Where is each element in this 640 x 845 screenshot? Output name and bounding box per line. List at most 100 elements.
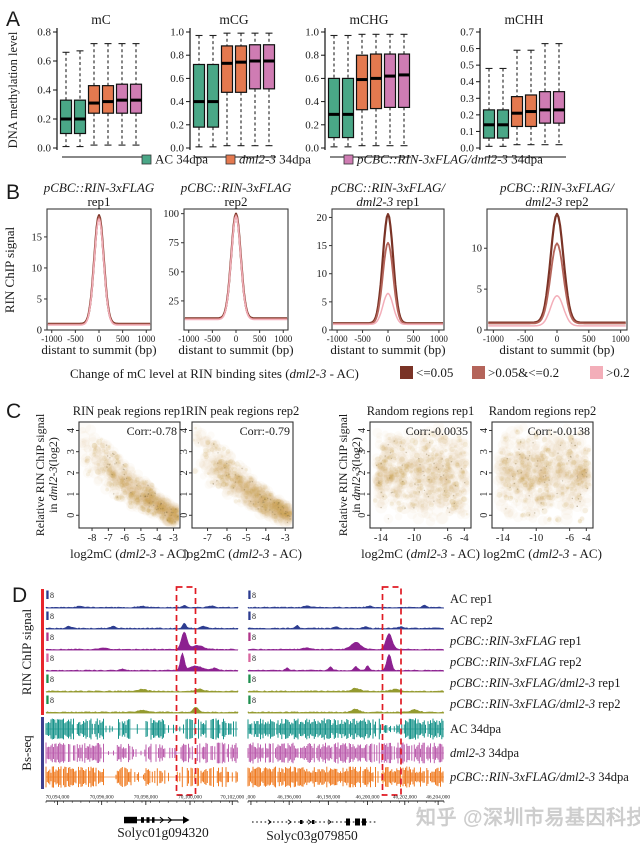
x-tick-label: -6 [443, 533, 452, 544]
x-tick-label: 1000 [137, 334, 156, 344]
median-line [130, 98, 142, 102]
subplot-title: mCHG [349, 12, 388, 27]
y-tick-label: 3 [179, 449, 190, 454]
chip-track-signal [45, 707, 239, 714]
boxplot-mCHG: mCHG 0.0 0.2 0.4 0.6 0.8 1.0 [305, 12, 411, 158]
line-series [488, 242, 626, 325]
subplot-title: Random regions rep2 [489, 404, 597, 418]
gene-exon [362, 818, 366, 826]
y-tick-label: 15 [32, 232, 43, 243]
plot-frame [78, 421, 181, 529]
panel-a-label: A [6, 8, 21, 31]
x-tick-label: 500 [407, 334, 421, 344]
y-tick-label: 0.4 [170, 96, 184, 108]
y-tick-label: 25 [169, 296, 180, 307]
coord-label: 70,096,000 [90, 795, 114, 801]
x-tick-label: 0 [555, 334, 560, 344]
bs-track: AC 34dpa [45, 718, 501, 740]
plot-frame [183, 208, 289, 331]
median-line [263, 59, 275, 63]
track-label: pCBC::RIN-3xFLAG rep1 [449, 634, 582, 648]
corr-label: Corr:-0.78 [127, 424, 177, 438]
chip-track-signal [247, 604, 445, 609]
chip-track: 8 8 pCBC::RIN-3xFLAG/dml2-3 rep2 [45, 695, 620, 714]
track-scale-label: 8 [50, 612, 54, 621]
scatterplot-1: RIN peak regions rep1 Corr:-0.78 0 1 2 3 4 -8 -7… [66, 404, 189, 561]
y-tick-label: 50 [169, 267, 180, 278]
x-tick-label: -1000 [41, 334, 62, 344]
x-axis-title: log2mC (dml2-3 - AC) [361, 546, 480, 561]
y-tick-label: 1.0 [170, 27, 184, 39]
x-tick-label: -500 [517, 334, 534, 344]
y-tick-label: 4 [479, 428, 490, 433]
track-scale-label: 8 [252, 696, 256, 705]
track-scale-label: 8 [50, 654, 54, 663]
chip-group-label: RIN ChIP signal [19, 609, 34, 696]
x-tick-label: 1000 [430, 334, 449, 344]
x-axis-title: distant to summit (bp) [499, 342, 614, 357]
y-tick-label: 0.2 [37, 114, 51, 126]
x-tick-label: -5 [137, 533, 146, 544]
box [101, 85, 115, 114]
y-tick-label: 5 [322, 297, 327, 308]
x-tick-label: -500 [67, 334, 84, 344]
y-axis-title: DNA methylation level [6, 31, 20, 148]
y-tick-label: 100 [163, 209, 179, 220]
y-tick-label: 0.6 [305, 73, 319, 85]
median-line [370, 76, 382, 80]
y-axis-title: Relative RIN ChIP signal [33, 413, 47, 536]
track-label: pCBC::RIN-3xFLAG/dml2-3 34dpa [449, 770, 629, 784]
coord-axis: 70,094,000 70,096,000 70,098,000 70,100,000… [46, 795, 245, 805]
gene-model [252, 818, 376, 826]
y-axis-title: RIN ChIP signal [2, 227, 17, 314]
gene-exon [141, 817, 144, 823]
chip-track: 8 8 pCBC::RIN-3xFLAG/dml2-3 rep1 [45, 674, 620, 693]
box [87, 85, 101, 114]
y-tick-label: 0.0 [460, 143, 474, 155]
y-tick-label: 0.8 [305, 50, 319, 62]
legend-swatch [590, 366, 603, 379]
x-tick-label: -7 [203, 533, 212, 544]
y-tick-label: 0.2 [305, 119, 319, 131]
coord-label: 46,196,000 [277, 795, 301, 801]
line-series [333, 292, 443, 326]
box [510, 96, 524, 128]
y-tick-label: 10 [317, 269, 328, 280]
y-tick-label: 75 [169, 238, 180, 249]
y-axis-title: in dml2-3(log2) [349, 437, 363, 513]
box [248, 44, 262, 90]
panel-a: mC0.00.20.40.60.8mCG0.00.20.40.60.81.0mC… [6, 12, 566, 167]
coord-label: 70,098,000 [134, 795, 158, 801]
track-scale-label: 8 [252, 675, 256, 684]
y-tick-label: 3 [479, 449, 490, 454]
y-tick-label: 2 [479, 470, 490, 475]
subplot-title: mC [91, 12, 111, 27]
track-scale-bar [248, 590, 251, 599]
track-scale-bar [46, 590, 49, 599]
y-tick-label: 0.8 [37, 27, 51, 39]
y-tick-label: 3 [66, 449, 77, 454]
y-tick-label: 4 [179, 428, 190, 433]
track-scale-bar [46, 674, 49, 683]
track-scale-bar [248, 632, 251, 641]
x-tick-label: -4 [582, 533, 591, 544]
x-axis-title: distant to summit (bp) [41, 342, 156, 357]
gene-arrow [307, 819, 312, 825]
median-line [328, 112, 340, 116]
box [552, 91, 566, 124]
panel-b-label: B [6, 181, 21, 204]
gene-label: Solyc03g079850 [266, 828, 358, 843]
line-series [47, 218, 151, 326]
y-tick-label: 0.6 [170, 73, 184, 85]
y-tick-label: 2 [179, 470, 190, 475]
y-tick-label: 10 [472, 244, 483, 255]
median-line [116, 98, 128, 102]
chip-track-signal [247, 687, 445, 693]
box [397, 53, 411, 109]
subplot-title: mCHH [504, 12, 543, 27]
boxplot-mCG: mCG 0.0 0.2 0.4 0.6 0.8 1.0 [170, 12, 276, 158]
median-line [525, 110, 537, 114]
boxplot-mCHH: mCHH 0.0 0.1 0.2 0.3 0.4 0.5 0.6 0.7 [460, 12, 566, 158]
y-tick-label: 1 [66, 492, 77, 497]
median-line [193, 100, 205, 104]
